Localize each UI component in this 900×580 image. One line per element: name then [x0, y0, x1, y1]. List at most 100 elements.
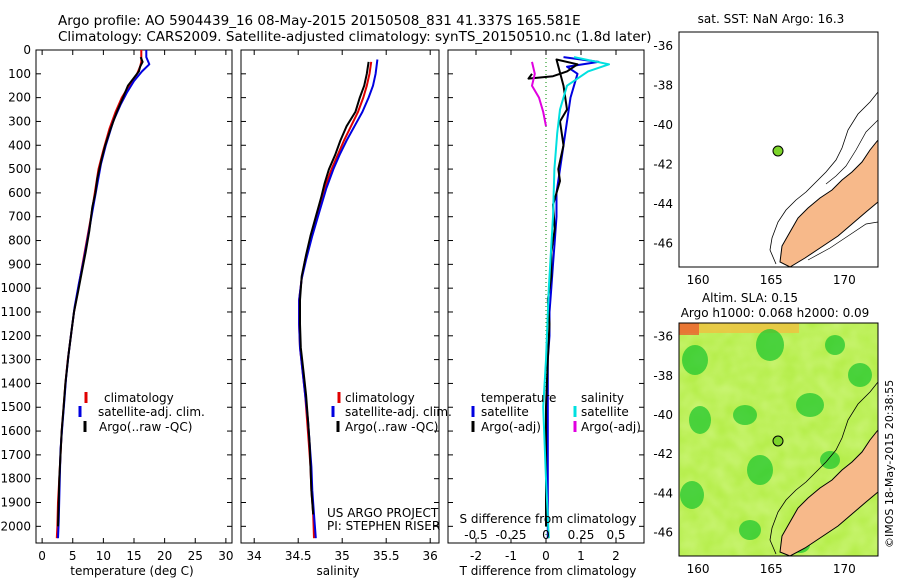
map-y-tick-label: -46	[653, 526, 673, 540]
y-tick-label: 2000	[0, 519, 31, 533]
x-tick-label: 0	[542, 549, 550, 563]
x-tick-label: 25	[188, 549, 203, 563]
y-tick-label: 1800	[0, 472, 31, 486]
map-x-tick-label: 165	[760, 273, 783, 287]
x-tick-label: 20	[157, 549, 172, 563]
temperature-series	[55, 50, 151, 539]
map-x-tick-label: 170	[833, 273, 856, 287]
x-tick-label: 36	[423, 549, 438, 563]
legend-satellite: satellite-adj. clim.	[345, 405, 452, 419]
sst-map-frame	[678, 31, 879, 268]
legend-temp-argo: Argo(-adj)	[481, 420, 541, 434]
sst-map	[679, 32, 878, 267]
y-tick-label: 1100	[0, 305, 31, 319]
x-tick-label-salinity: 0	[542, 528, 550, 542]
x-tick-label-salinity: 0.5	[606, 528, 625, 542]
salinity-series	[298, 59, 379, 539]
salinity-xlabel: salinity	[316, 564, 359, 578]
map-x-tick-label: 160	[687, 273, 710, 287]
legend-argo: Argo(..raw -QC)	[345, 420, 438, 434]
map-y-tick-label: -46	[653, 236, 673, 250]
x-tick-label: -2	[470, 549, 482, 563]
x-tick-label: 0	[38, 549, 46, 563]
y-tick-label: 200	[8, 91, 31, 105]
series-line-argo-raw-qc-	[57, 56, 144, 527]
x-tick-label-salinity: 0.25	[568, 528, 595, 542]
difference-series	[527, 50, 610, 543]
legend-temp-satellite: satellite	[481, 405, 529, 419]
map-y-tick-label: -44	[653, 197, 673, 211]
series-line-temperature-satellite	[546, 56, 600, 539]
credit-text: ©IMOS 18-May-2015 20:38:55	[883, 380, 896, 548]
legend-title-salinity: salinity	[581, 391, 624, 405]
x-tick-label: 2	[612, 549, 620, 563]
legend-climatology: climatology	[104, 391, 174, 405]
difference-xlabel-top: S difference from climatology	[460, 512, 637, 526]
sla-map-title: Altim. SLA: 0.15	[702, 291, 798, 305]
y-tick-label: 1600	[0, 424, 31, 438]
figure-title-line2: Climatology: CARS2009. Satellite-adjuste…	[58, 29, 652, 45]
difference-legend: temperature salinity satellite Argo(-adj…	[471, 391, 641, 434]
sla-map	[679, 323, 878, 556]
series-line-salinity-satellite	[542, 56, 610, 539]
map-y-tick-label: -40	[653, 408, 673, 422]
y-tick-label: 500	[8, 162, 31, 176]
x-tick-label: -1	[505, 549, 517, 563]
salinity-legend: climatology satellite-adj. clim. Argo(..…	[331, 391, 452, 434]
map-y-tick-label: -36	[653, 39, 673, 53]
map-y-tick-label: -40	[653, 118, 673, 132]
y-tick-label: 1700	[0, 448, 31, 462]
y-tick-label: 400	[8, 138, 31, 152]
x-tick-label: 10	[96, 549, 111, 563]
new-zealand-land	[779, 429, 878, 556]
map-y-tick-label: -36	[653, 330, 673, 344]
legend-climatology: climatology	[345, 391, 415, 405]
x-tick-label: 34.5	[285, 549, 312, 563]
y-tick-label: 1000	[0, 281, 31, 295]
x-tick-label: 30	[218, 549, 233, 563]
legend-sal-argo: Argo(-adj)	[581, 420, 641, 434]
y-tick-label: 1200	[0, 329, 31, 343]
legend-satellite: satellite-adj. clim.	[98, 405, 205, 419]
figure-title-line1: Argo profile: AO 5904439_16 08-May-2015 …	[58, 13, 581, 29]
new-zealand-land	[779, 139, 878, 267]
argo-float-marker	[772, 145, 784, 157]
map-y-tick-label: -38	[653, 369, 673, 383]
legend-sal-satellite: satellite	[581, 405, 629, 419]
y-tick-label: 100	[8, 67, 31, 81]
map-x-tick-label: 160	[687, 562, 710, 576]
series-line-argo-raw-qc-	[299, 61, 370, 515]
series-line-temperature-argo-adj-	[527, 58, 579, 527]
x-tick-label-salinity: -0.5	[464, 528, 487, 542]
temperature-legend: climatology satellite-adj. clim. Argo(..…	[78, 391, 205, 434]
legend-title-temperature: temperature	[481, 391, 556, 405]
x-tick-label: 5	[69, 549, 77, 563]
temperature-panel-frame	[35, 49, 233, 544]
sst-map-title: sat. SST: NaN Argo: 16.3	[698, 12, 845, 26]
y-tick-label: 0	[23, 43, 31, 57]
x-tick-label: 15	[126, 549, 141, 563]
sla-map-frame	[678, 322, 879, 557]
y-tick-label: 1400	[0, 376, 31, 390]
y-tick-label: 300	[8, 114, 31, 128]
y-tick-label: 600	[8, 186, 31, 200]
y-tick-label: 1900	[0, 496, 31, 510]
series-line-climatology	[55, 50, 143, 539]
project-annotation: US ARGO PROJECT	[327, 506, 439, 520]
map-y-tick-label: -42	[653, 157, 673, 171]
salinity-panel-frame	[240, 49, 440, 544]
y-tick-label: 700	[8, 210, 31, 224]
difference-xlabel: T difference from climatology	[459, 564, 637, 578]
series-line-satellite-adj-clim-	[57, 50, 151, 539]
argo-float-marker	[772, 435, 784, 447]
y-tick-label: 1300	[0, 353, 31, 367]
x-tick-label: 35.5	[373, 549, 400, 563]
x-tick-label: 34	[247, 549, 262, 563]
x-tick-label: 35	[335, 549, 350, 563]
x-tick-label-salinity: -0.25	[495, 528, 526, 542]
temperature-xlabel: temperature (deg C)	[70, 564, 193, 578]
map-x-tick-label: 165	[760, 562, 783, 576]
y-tick-label: 900	[8, 257, 31, 271]
map-x-tick-label: 170	[833, 562, 856, 576]
